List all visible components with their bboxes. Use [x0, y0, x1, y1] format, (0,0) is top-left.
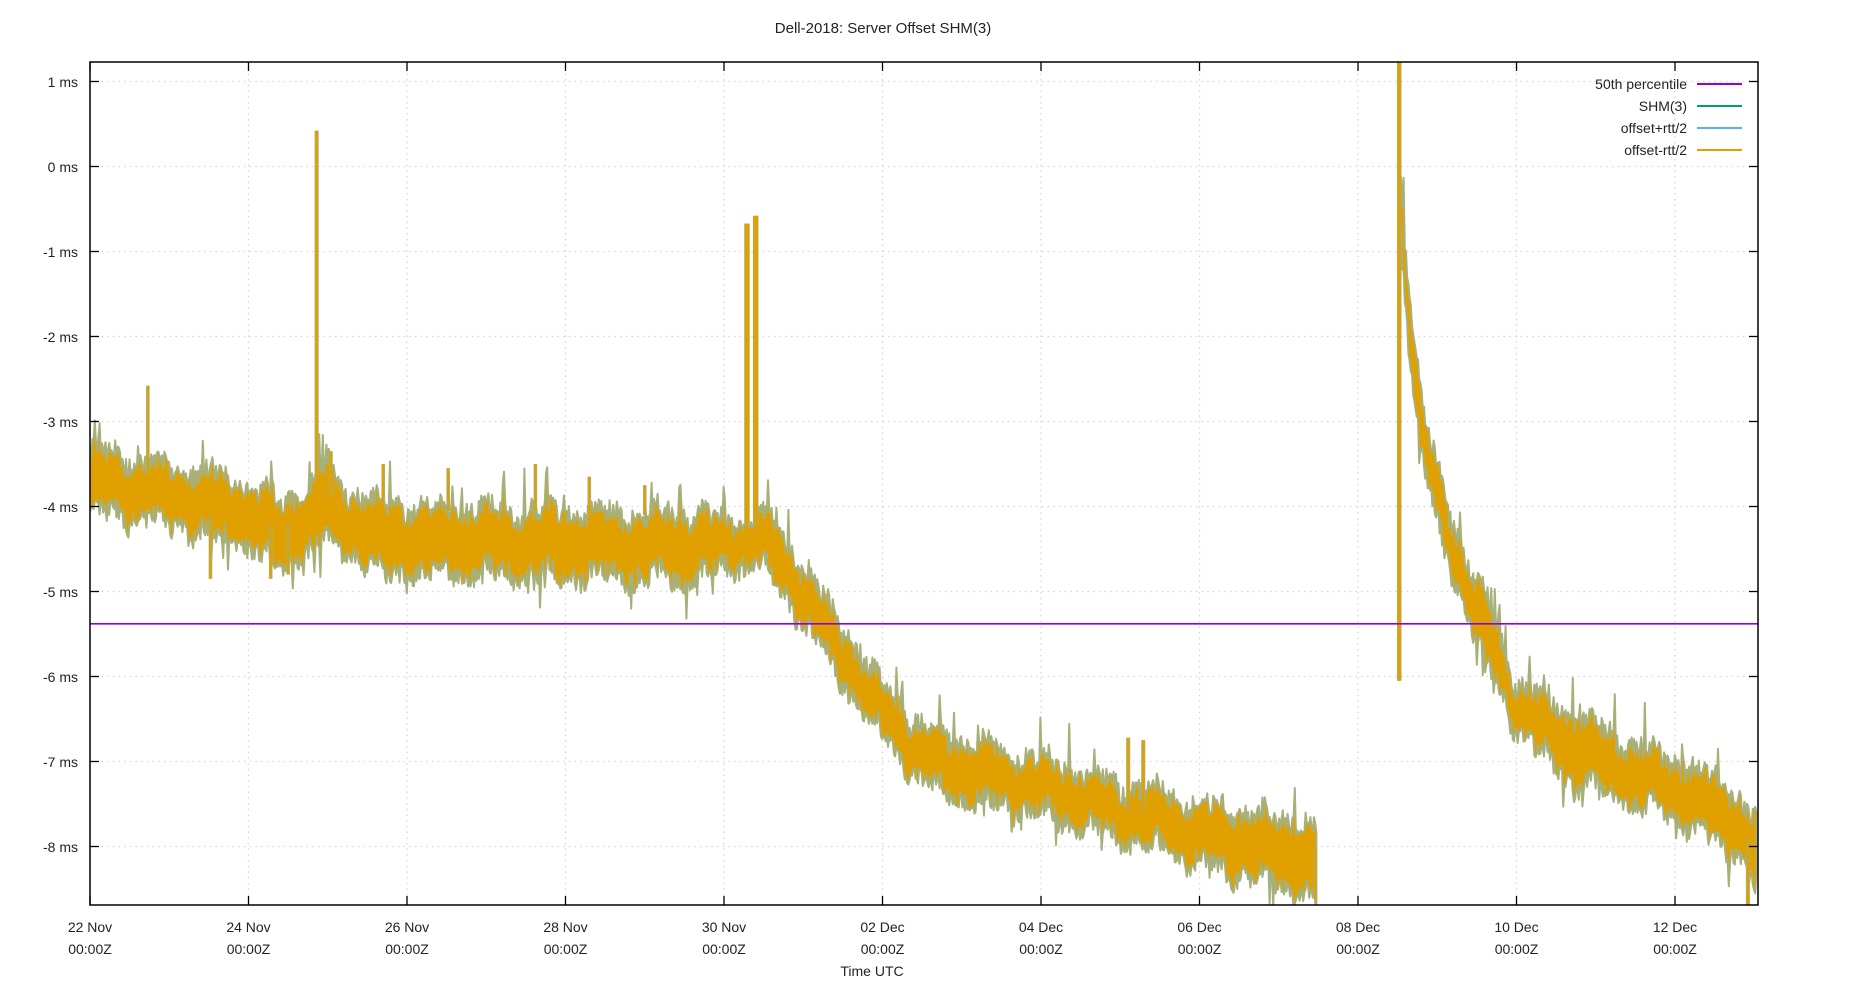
legend-label: offset-rtt/2	[1624, 142, 1687, 158]
legend-line-sample	[1697, 149, 1742, 151]
legend-item-offset-plus-rtt2: offset+rtt/2	[1595, 117, 1742, 139]
x-tick-label: 02 Dec 00:00Z	[813, 916, 953, 960]
legend-label: offset+rtt/2	[1620, 120, 1687, 136]
y-tick-label: 0 ms	[47, 158, 78, 175]
x-tick-date: 12 Dec	[1652, 919, 1698, 935]
legend-label: SHM(3)	[1638, 98, 1687, 114]
y-tick-label: -3 ms	[43, 413, 78, 430]
x-tick-date: 28 Nov	[543, 919, 588, 935]
x-tick-label: 24 Nov 00:00Z	[179, 916, 319, 960]
x-tick-date: 24 Nov	[226, 919, 271, 935]
x-tick-time: 00:00Z	[543, 941, 588, 957]
x-tick-date: 06 Dec	[1177, 919, 1222, 935]
x-tick-label: 04 Dec 00:00Z	[971, 916, 1111, 960]
x-tick-date: 02 Dec	[860, 919, 905, 935]
x-tick-date: 04 Dec	[1018, 919, 1064, 935]
chart-title: Dell-2018: Server Offset SHM(3)	[774, 20, 992, 37]
x-tick-time: 00:00Z	[68, 941, 112, 957]
x-tick-label: 26 Nov 00:00Z	[337, 916, 477, 960]
x-tick-label: 06 Dec 00:00Z	[1130, 916, 1270, 960]
x-tick-time: 00:00Z	[226, 941, 271, 957]
x-tick-time: 00:00Z	[385, 941, 429, 957]
y-tick-label: -1 ms	[43, 243, 78, 260]
legend: 50th percentile SHM(3) offset+rtt/2 offs…	[1595, 73, 1742, 161]
x-tick-time: 00:00Z	[702, 941, 746, 957]
y-tick-label: 1 ms	[47, 73, 78, 90]
legend-line-sample	[1697, 83, 1742, 85]
y-tick-label: -7 ms	[43, 753, 78, 770]
x-tick-date: 22 Nov	[67, 919, 113, 935]
y-tick-label: -8 ms	[43, 838, 78, 855]
y-tick-label: -6 ms	[43, 668, 78, 685]
x-tick-label: 28 Nov 00:00Z	[496, 916, 636, 960]
x-tick-time: 00:00Z	[1336, 941, 1380, 957]
x-tick-time: 00:00Z	[860, 941, 905, 957]
x-tick-label: 12 Dec 00:00Z	[1605, 916, 1745, 960]
x-tick-label: 08 Dec 00:00Z	[1288, 916, 1428, 960]
legend-item-50th-percentile: 50th percentile	[1595, 73, 1742, 95]
x-tick-time: 00:00Z	[1019, 941, 1063, 957]
legend-line-sample	[1697, 105, 1742, 107]
y-tick-label: -4 ms	[43, 498, 78, 515]
x-tick-label: 10 Dec 00:00Z	[1447, 916, 1587, 960]
x-tick-date: 30 Nov	[701, 919, 747, 935]
x-tick-time: 00:00Z	[1653, 941, 1697, 957]
legend-item-offset-minus-rtt2: offset-rtt/2	[1595, 139, 1742, 161]
y-tick-label: -2 ms	[43, 328, 78, 345]
legend-item-shm3: SHM(3)	[1595, 95, 1742, 117]
x-tick-label: 30 Nov 00:00Z	[654, 916, 794, 960]
x-tick-time: 00:00Z	[1177, 941, 1222, 957]
x-tick-time: 00:00Z	[1494, 941, 1539, 957]
y-tick-label: -5 ms	[43, 583, 78, 600]
x-tick-label: 22 Nov 00:00Z	[20, 916, 160, 960]
legend-label: 50th percentile	[1595, 76, 1687, 92]
x-tick-date: 08 Dec	[1335, 919, 1381, 935]
legend-line-sample	[1697, 127, 1742, 129]
x-tick-date: 26 Nov	[384, 919, 430, 935]
x-tick-date: 10 Dec	[1494, 919, 1539, 935]
x-axis-title: Time UTC	[840, 963, 904, 979]
